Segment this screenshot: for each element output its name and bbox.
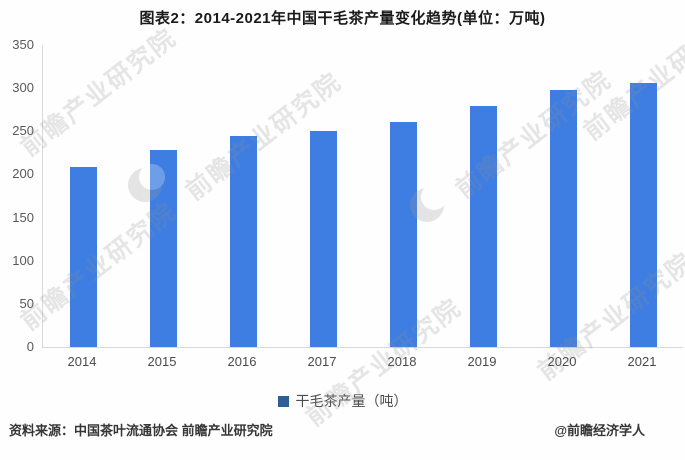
chart-title: 图表2：2014-2021年中国干毛茶产量变化趋势(单位：万吨) bbox=[139, 10, 546, 27]
x-axis-tick-label: 2020 bbox=[547, 354, 577, 369]
x-axis-tick-label: 2021 bbox=[627, 354, 657, 369]
x-axis-tick-label: 2014 bbox=[67, 354, 97, 369]
x-axis: 2014 2015 2016 2017 2018 2019 2020 2021 bbox=[42, 354, 682, 369]
bar-slot bbox=[203, 45, 283, 347]
x-axis-tick-label: 2015 bbox=[147, 354, 177, 369]
legend-label: 干毛茶产量（吨） bbox=[295, 393, 408, 409]
y-axis-tick-label: 50 bbox=[19, 295, 34, 311]
y-axis-tick-label: 150 bbox=[12, 209, 34, 225]
chart-legend: 干毛茶产量（吨） bbox=[0, 391, 685, 411]
y-axis-tick-label: 100 bbox=[12, 252, 34, 268]
bar-slot bbox=[523, 45, 603, 347]
bar bbox=[629, 82, 657, 347]
bar-slot bbox=[123, 45, 203, 347]
bar-slot bbox=[443, 45, 523, 347]
legend-marker-icon bbox=[277, 395, 289, 407]
y-axis-tick-label: 200 bbox=[12, 166, 34, 182]
bar bbox=[389, 121, 417, 347]
chart-plot-area bbox=[42, 45, 683, 348]
credit-text: @前瞻经济学人 bbox=[554, 423, 645, 438]
x-axis-tick-label: 2017 bbox=[307, 354, 337, 369]
bar bbox=[469, 106, 497, 347]
x-axis-tick-label: 2016 bbox=[227, 354, 257, 369]
y-axis-tick-label: 250 bbox=[12, 123, 34, 139]
data-source-text: 资料来源：中国茶叶流通协会 前瞻产业研究院 bbox=[9, 423, 273, 438]
y-axis-tick-label: 350 bbox=[12, 37, 34, 52]
bar-slot bbox=[43, 45, 123, 347]
x-axis-tick-label: 2019 bbox=[467, 354, 497, 369]
bar bbox=[149, 150, 177, 347]
bar-slot bbox=[603, 45, 683, 347]
x-axis-tick-label: 2018 bbox=[387, 354, 417, 369]
bar bbox=[69, 166, 97, 347]
bar-series bbox=[43, 45, 683, 347]
bar-slot bbox=[283, 45, 363, 347]
y-axis-tick-label: 0 bbox=[26, 339, 34, 354]
y-axis-tick-label: 300 bbox=[12, 80, 34, 96]
bar bbox=[229, 136, 257, 347]
bar bbox=[549, 89, 577, 347]
bar-slot bbox=[363, 45, 443, 347]
bar bbox=[309, 131, 337, 347]
